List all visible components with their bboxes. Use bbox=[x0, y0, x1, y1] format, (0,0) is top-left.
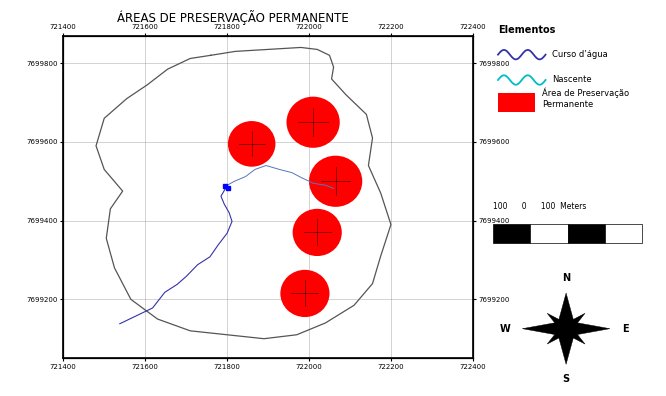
Polygon shape bbox=[547, 313, 570, 332]
Polygon shape bbox=[556, 329, 576, 364]
Text: Área de Preservação
Permanente: Área de Preservação Permanente bbox=[542, 87, 629, 109]
Bar bbox=[605, 224, 643, 243]
Polygon shape bbox=[562, 313, 585, 332]
Bar bbox=[567, 224, 605, 243]
Text: Nascente: Nascente bbox=[552, 76, 592, 84]
Bar bbox=[530, 224, 567, 243]
Text: ÁREAS DE PRESERVAÇÃO PERMANENTE: ÁREAS DE PRESERVAÇÃO PERMANENTE bbox=[117, 10, 349, 25]
Ellipse shape bbox=[309, 156, 362, 207]
Text: 100      0      100  Meters: 100 0 100 Meters bbox=[493, 202, 586, 211]
Text: W: W bbox=[500, 324, 510, 334]
Polygon shape bbox=[556, 293, 576, 329]
Polygon shape bbox=[562, 326, 585, 344]
Text: N: N bbox=[562, 273, 570, 283]
Ellipse shape bbox=[280, 270, 330, 317]
Ellipse shape bbox=[292, 209, 342, 256]
Text: S: S bbox=[563, 374, 569, 384]
Ellipse shape bbox=[286, 97, 340, 148]
Polygon shape bbox=[547, 326, 570, 344]
Ellipse shape bbox=[228, 121, 276, 167]
Polygon shape bbox=[522, 321, 566, 337]
Bar bbox=[498, 93, 535, 112]
Polygon shape bbox=[566, 321, 610, 337]
Text: Elementos: Elementos bbox=[498, 25, 555, 34]
Text: E: E bbox=[622, 324, 629, 334]
Text: Curso d’água: Curso d’água bbox=[552, 50, 608, 59]
Bar bbox=[493, 224, 530, 243]
